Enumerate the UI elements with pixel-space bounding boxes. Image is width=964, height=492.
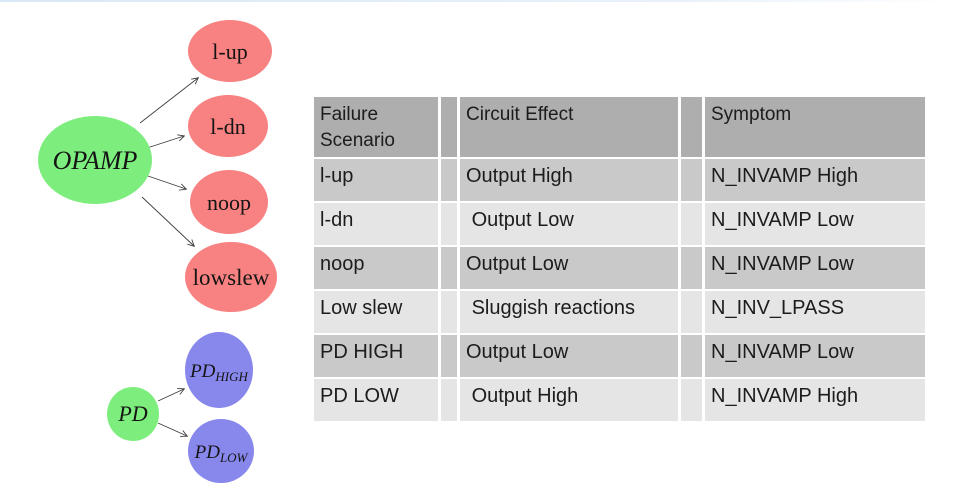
node-lup — [188, 20, 272, 82]
node-pd-high-label: PDHIGH — [189, 361, 248, 384]
cell-symptom: N_INVAMP High — [705, 379, 925, 422]
node-pd-low-label-sub: LOW — [219, 450, 249, 465]
header-circuit-effect: Circuit Effect — [460, 97, 678, 158]
cell-symptom: N_INVAMP High — [705, 159, 925, 202]
cell-spacer — [441, 291, 457, 334]
cell-effect: Output Low — [460, 203, 678, 246]
cell-scenario: PD HIGH — [314, 335, 438, 378]
cell-spacer — [681, 291, 702, 334]
cell-scenario: l-up — [314, 159, 438, 202]
cell-spacer — [681, 159, 702, 202]
table-row: l-dn Output Low N_INVAMP Low — [314, 203, 925, 246]
node-pd-low-label-main: PD — [194, 442, 221, 463]
arrow-opamp-to-lowslew — [141, 196, 194, 246]
cell-symptom: N_INV_LPASS — [705, 291, 925, 334]
arrow-pd-to-pdlow — [157, 422, 187, 436]
cell-symptom: N_INVAMP Low — [705, 247, 925, 290]
table-row: noop Output Low N_INVAMP Low — [314, 247, 925, 290]
cell-spacer — [441, 379, 457, 422]
arrow-pd-to-pdhigh — [157, 389, 184, 402]
fault-tree-diagram: OPAMP l-up l-dn noop lowslew PD PDHIGH P… — [38, 20, 277, 483]
node-pd-low-label: PDLOW — [194, 442, 249, 465]
table-row: l-up Output High N_INVAMP High — [314, 159, 925, 202]
cell-effect: Output High — [460, 379, 678, 422]
header-spacer-2 — [681, 97, 702, 158]
cell-spacer — [681, 335, 702, 378]
node-lowslew — [185, 242, 277, 312]
cell-spacer — [681, 379, 702, 422]
table-row: PD LOW Output High N_INVAMP High — [314, 379, 925, 422]
arrow-opamp-to-noop — [147, 175, 186, 189]
node-pd-high-label-sub: HIGH — [214, 369, 248, 384]
header-failure-scenario: Failure Scenario — [314, 97, 438, 158]
node-opamp-label: OPAMP — [53, 146, 138, 175]
node-lowslew-label: lowslew — [193, 265, 270, 290]
cell-effect: Output High — [460, 159, 678, 202]
node-lup-label: l-up — [212, 39, 247, 64]
cell-scenario: noop — [314, 247, 438, 290]
cell-scenario: l-dn — [314, 203, 438, 246]
cell-spacer — [681, 203, 702, 246]
table-row: PD HIGH Output Low N_INVAMP Low — [314, 335, 925, 378]
arrow-opamp-to-ldn — [146, 136, 184, 149]
header-symptom: Symptom — [705, 97, 925, 158]
cell-spacer — [441, 247, 457, 290]
node-pd-high-label-main: PD — [189, 361, 216, 382]
node-opamp — [38, 116, 152, 204]
cell-spacer — [441, 159, 457, 202]
arrow-opamp-to-lup — [139, 78, 198, 124]
cell-effect: Output Low — [460, 247, 678, 290]
cell-effect: Output Low — [460, 335, 678, 378]
node-noop — [190, 170, 268, 234]
cell-symptom: N_INVAMP Low — [705, 203, 925, 246]
cell-effect: Sluggish reactions — [460, 291, 678, 334]
node-noop-label: noop — [207, 190, 251, 215]
cell-scenario: Low slew — [314, 291, 438, 334]
node-pd-low — [188, 419, 254, 483]
table-header-row: Failure Scenario Circuit Effect Symptom — [314, 97, 925, 158]
header-spacer-1 — [441, 97, 457, 158]
node-pd-high — [185, 332, 253, 408]
top-edge-highlight — [0, 0, 964, 2]
node-ldn-label: l-dn — [210, 114, 245, 139]
cell-symptom: N_INVAMP Low — [705, 335, 925, 378]
cell-spacer — [441, 203, 457, 246]
cell-spacer — [681, 247, 702, 290]
failure-scenario-table: Failure Scenario Circuit Effect Symptom … — [311, 95, 928, 423]
cell-spacer — [441, 335, 457, 378]
table-row: Low slew Sluggish reactions N_INV_LPASS — [314, 291, 925, 334]
node-ldn — [188, 95, 268, 157]
cell-scenario: PD LOW — [314, 379, 438, 422]
node-pd — [107, 387, 159, 441]
node-pd-label: PD — [117, 401, 147, 426]
